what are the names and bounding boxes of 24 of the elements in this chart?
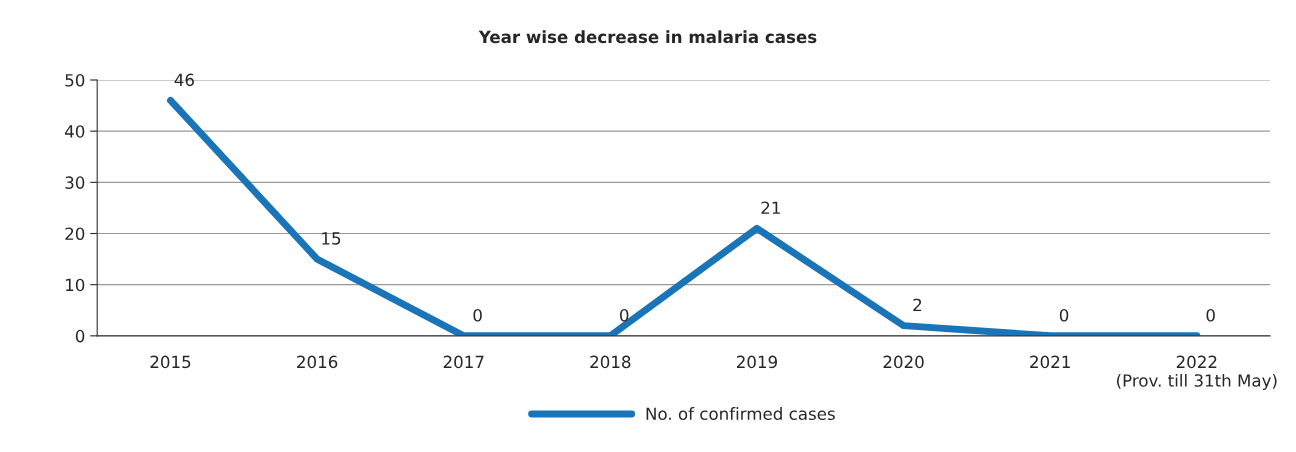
x-tick-label: 2018 (590, 355, 631, 369)
data-label: 0 (473, 308, 482, 322)
x-tick-label: 2019 (736, 355, 777, 369)
x-tick-label: 2016 (297, 355, 338, 369)
y-tick-label: 30 (65, 176, 85, 189)
data-label: 0 (620, 308, 629, 322)
x-tick-label: 2020 (883, 355, 924, 369)
data-label: 46 (174, 73, 194, 87)
data-label: 21 (761, 201, 780, 214)
data-label: 2 (913, 298, 922, 312)
x-tick-label: 2015 (150, 355, 191, 369)
data-label: 0 (1206, 308, 1215, 322)
x-tick-label: 2017 (443, 355, 484, 369)
chart-title: Year wise decrease in malaria cases (478, 30, 817, 44)
x-tick-label: 2022 (Prov. till 31th May) (1117, 355, 1277, 391)
y-tick-label: 10 (66, 278, 85, 292)
x-tick-label: 2021 (1030, 355, 1070, 369)
y-tick-label: 0 (75, 329, 85, 343)
y-tick-label: 50 (65, 73, 85, 87)
data-label: 15 (322, 232, 341, 245)
text: No. of confirmed cases (646, 407, 835, 421)
y-tick-label: 40 (65, 125, 85, 138)
data-label: 0 (1059, 308, 1069, 322)
y-tick-label: 20 (65, 227, 85, 241)
